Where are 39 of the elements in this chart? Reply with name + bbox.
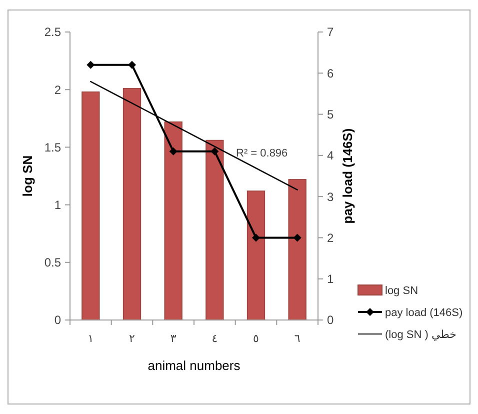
legend-label: pay load (146S) (385, 306, 463, 319)
bar (246, 190, 266, 320)
y2-tick-label: 2 (327, 230, 334, 245)
y2-axis-title: pay load (146S) (340, 128, 355, 224)
x-axis-title: animal numbers (148, 358, 241, 373)
y2-tick-label: 3 (327, 190, 334, 204)
legend-label: (log SN ) خطي (385, 328, 456, 341)
x-tick-label: ٢ (129, 333, 136, 345)
point (293, 234, 302, 242)
y-tick-label: 1 (54, 198, 62, 212)
point (128, 60, 136, 69)
y-tick-label: 0.5 (44, 256, 62, 270)
x-tick-label: ١ (88, 333, 94, 345)
point (252, 234, 260, 242)
y-tick-label: 0 (54, 313, 62, 328)
y2-tick-label: 7 (327, 25, 334, 40)
y2-tick-label: 4 (327, 148, 334, 163)
bar (82, 92, 100, 320)
y-tick-label: 2.5 (44, 25, 62, 40)
point (210, 147, 219, 156)
bar (164, 121, 182, 320)
bar (122, 88, 142, 320)
x-tick-label: ٦ (294, 333, 300, 345)
point (86, 60, 95, 69)
annotation: R² = 0.896 (236, 147, 288, 160)
y2-tick-label: 1 (327, 272, 334, 286)
bar (288, 179, 306, 320)
y2-tick-label: 6 (327, 66, 334, 80)
x-tick-label: ٤ (212, 333, 218, 345)
legend-label: log SN (385, 284, 418, 297)
y-tick-label: 1.5 (44, 140, 62, 154)
y-axis-title: log SN (20, 155, 35, 197)
x-tick-label: ٣ (170, 333, 176, 345)
x-tick-label: ٥ (253, 333, 260, 345)
y2-tick-label: 5 (327, 107, 334, 122)
bar (206, 140, 224, 320)
y-tick-label: 2 (54, 82, 62, 97)
point (169, 147, 178, 156)
y2-tick-label: 0 (327, 313, 334, 328)
